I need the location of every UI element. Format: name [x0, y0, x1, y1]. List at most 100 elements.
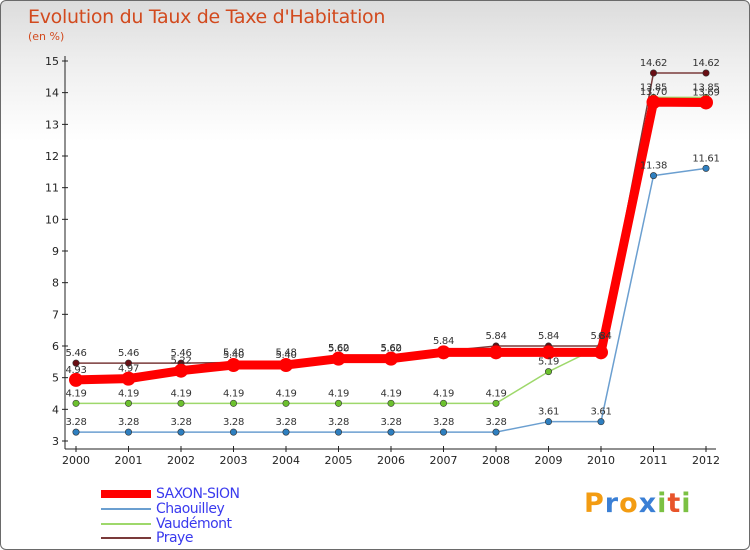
- data-point: [279, 358, 293, 372]
- y-tick-label: 9: [52, 245, 59, 258]
- data-point: [69, 372, 83, 387]
- y-tick-label: 5: [52, 372, 59, 385]
- data-label: 4.19: [223, 388, 244, 399]
- y-tick-label: 14: [45, 87, 59, 100]
- data-label: 3.28: [223, 417, 244, 428]
- data-point: [439, 428, 447, 436]
- chart-subtitle: (en %): [28, 30, 65, 43]
- data-point: [439, 399, 447, 407]
- data-point: [174, 363, 188, 378]
- data-label: 3.28: [170, 417, 191, 428]
- data-label: 4.19: [328, 388, 349, 399]
- x-tick-label: 2010: [587, 454, 615, 467]
- data-point: [177, 428, 185, 436]
- data-point: [72, 428, 80, 436]
- logo-letter: i: [681, 488, 692, 519]
- legend-swatch-praye: [101, 537, 151, 539]
- data-label: 5.62: [328, 343, 349, 354]
- data-label: 3.28: [433, 417, 454, 428]
- data-label: 3.28: [380, 417, 401, 428]
- data-label: 5.60: [380, 344, 401, 355]
- data-label: 5.40: [275, 350, 296, 361]
- x-tick-label: 2009: [535, 454, 563, 467]
- data-label: 5.84: [485, 331, 506, 342]
- y-tick-label: 8: [52, 277, 59, 290]
- legend-label-praye: Praye: [156, 530, 193, 546]
- data-point: [331, 351, 346, 366]
- data-label: 5.46: [118, 348, 139, 359]
- y-tick-label: 10: [45, 213, 59, 226]
- legend-label-saxon-sion: SAXON-SION: [156, 486, 240, 502]
- data-label: 3.28: [485, 417, 506, 428]
- data-label: 4.19: [170, 388, 191, 399]
- data-label: 5.62: [380, 343, 401, 354]
- data-label: 13.85: [692, 82, 719, 93]
- x-tick-label: 2003: [220, 454, 248, 467]
- data-label: 13.85: [640, 82, 667, 93]
- data-label: 14.62: [640, 58, 667, 69]
- y-tick-label: 12: [45, 150, 59, 163]
- logo-letter: o: [619, 488, 639, 519]
- y-tick-label: 6: [52, 340, 59, 353]
- x-tick-label: 2000: [62, 454, 90, 467]
- data-label: 4.19: [380, 388, 401, 399]
- data-point: [541, 345, 556, 360]
- y-tick-label: 13: [45, 118, 59, 131]
- logo-letter: t: [667, 488, 682, 519]
- data-label: 13.70: [640, 87, 667, 98]
- data-label: 5.48: [223, 347, 244, 358]
- data-point: [387, 428, 395, 436]
- data-label: 13.69: [692, 87, 719, 98]
- x-tick-label: 2002: [167, 454, 195, 467]
- data-label: 11.61: [692, 153, 719, 164]
- x-tick-label: 2005: [325, 454, 353, 467]
- data-label: 3.28: [118, 417, 139, 428]
- logo-letter: x: [638, 488, 658, 519]
- data-label: 3.28: [275, 417, 296, 428]
- data-point: [125, 428, 133, 436]
- data-point: [282, 399, 290, 407]
- x-tick-label: 2011: [640, 454, 668, 467]
- data-point: [72, 399, 80, 407]
- data-label: 5.46: [170, 348, 191, 359]
- data-point: [121, 371, 136, 386]
- x-tick-label: 2008: [482, 454, 510, 467]
- data-point: [384, 351, 398, 366]
- y-tick-label: 4: [52, 403, 59, 416]
- data-point: [230, 428, 238, 436]
- logo-letter: i: [657, 488, 668, 519]
- data-point: [597, 418, 605, 426]
- proxiti-logo: Proxiti: [584, 488, 692, 519]
- logo-letter: r: [604, 488, 620, 519]
- data-label: 3.61: [538, 407, 559, 418]
- data-point: [230, 399, 238, 407]
- data-label: 5.48: [275, 347, 296, 358]
- x-tick-label: 2001: [115, 454, 143, 467]
- data-label: 5.84: [538, 331, 559, 342]
- data-point: [387, 399, 395, 407]
- y-tick-label: 15: [45, 55, 59, 68]
- legend-swatch-chaouilley: [101, 508, 151, 510]
- data-label: 5.19: [538, 357, 559, 368]
- chart-title: Evolution du Taux de Taxe d'Habitation: [28, 6, 386, 28]
- data-point: [492, 428, 500, 436]
- data-point: [649, 69, 657, 77]
- data-point: [492, 399, 500, 407]
- legend-label-chaouilley: Chaouilley: [156, 501, 225, 517]
- data-label: 3.28: [65, 417, 86, 428]
- data-label: 14.62: [692, 58, 719, 69]
- data-label: 4.97: [118, 364, 139, 375]
- data-label: 3.61: [590, 407, 611, 418]
- data-point: [125, 359, 133, 367]
- data-point: [544, 368, 552, 376]
- data-point: [646, 95, 661, 110]
- x-tick-label: 2007: [430, 454, 458, 467]
- data-label: 4.93: [65, 365, 86, 376]
- data-label: 5.22: [170, 356, 191, 367]
- data-point: [177, 399, 185, 407]
- data-label: 5.84: [590, 331, 611, 342]
- data-label: 4.19: [275, 388, 296, 399]
- data-label: 4.19: [118, 388, 139, 399]
